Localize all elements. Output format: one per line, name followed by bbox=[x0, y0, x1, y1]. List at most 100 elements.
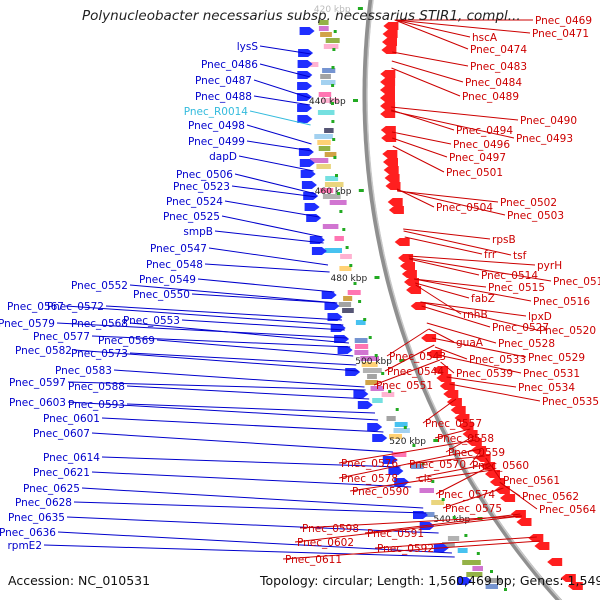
gene-label: Pnec_0483 bbox=[470, 61, 527, 73]
leader-line bbox=[392, 145, 445, 173]
forward-gene-arrow bbox=[334, 335, 350, 343]
gene-band bbox=[334, 236, 344, 241]
gene-label: guaA bbox=[456, 337, 484, 349]
leader-line bbox=[373, 359, 441, 386]
leader-line bbox=[485, 457, 502, 481]
leader-line bbox=[420, 301, 527, 317]
minor-tick bbox=[504, 588, 507, 591]
gene-band bbox=[325, 176, 339, 181]
leader-line bbox=[67, 381, 366, 391]
ruler-tick bbox=[353, 99, 358, 102]
reverse-gene-arrow bbox=[528, 534, 544, 542]
gene-label: Pnec_0558 bbox=[437, 433, 494, 445]
gene-label: Pnec_0621 bbox=[33, 467, 90, 479]
leader-line bbox=[431, 337, 527, 358]
forward-gene-arrow bbox=[299, 159, 315, 167]
gene-label: Pnec_0601 bbox=[43, 413, 100, 425]
gene-band bbox=[372, 398, 383, 403]
gene-label: Pnec_0561 bbox=[503, 475, 560, 487]
gene-band bbox=[447, 536, 460, 541]
forward-gene-arrow bbox=[300, 170, 316, 178]
leader-line bbox=[349, 469, 493, 492]
gene-band bbox=[485, 584, 498, 589]
reverse-gene-arrow bbox=[380, 70, 396, 78]
leader-line bbox=[224, 200, 320, 218]
leader-line bbox=[238, 155, 314, 172]
leader-line bbox=[391, 106, 519, 121]
gene-label: Pnec_0524 bbox=[166, 196, 223, 208]
reverse-gene-arrow bbox=[380, 78, 396, 86]
leader-line bbox=[397, 190, 499, 203]
gene-label: Pnec_0551 bbox=[376, 380, 433, 392]
gene-label: Pnec_0529 bbox=[528, 352, 585, 364]
leader-line bbox=[73, 349, 359, 372]
reverse-gene-arrow bbox=[480, 462, 496, 470]
gene-label: Pnec_0569 bbox=[98, 335, 155, 347]
gene-band bbox=[319, 188, 334, 193]
leader-line bbox=[65, 305, 344, 326]
gene-band bbox=[362, 368, 382, 373]
leader-line bbox=[246, 124, 312, 145]
gene-label: Pnec_0474 bbox=[470, 44, 527, 56]
minor-tick bbox=[332, 48, 336, 51]
gene-band bbox=[325, 38, 340, 43]
ruler-tick-label: 520 kbp bbox=[389, 437, 426, 447]
forward-gene-arrow bbox=[382, 456, 398, 464]
minor-tick bbox=[476, 552, 480, 555]
ruler-tick-label: 500 kbp bbox=[355, 357, 392, 367]
gene-band bbox=[419, 488, 434, 493]
gene-band bbox=[322, 194, 341, 199]
gene-label: Pnec_0582 bbox=[15, 345, 72, 357]
gene-label: lpxD bbox=[528, 311, 552, 323]
gene-label: Pnec_0525 bbox=[163, 211, 220, 223]
reverse-gene-arrow bbox=[547, 558, 563, 566]
minor-tick bbox=[331, 66, 335, 69]
gene-label: cls bbox=[418, 473, 432, 485]
gene-label: Pnec_0499 bbox=[188, 136, 245, 148]
gene-label: Pnec_0489 bbox=[462, 91, 519, 103]
minor-tick bbox=[333, 156, 337, 159]
ruler-tick bbox=[374, 276, 380, 279]
gene-label: Pnec_0575 bbox=[445, 503, 502, 515]
leader-line bbox=[253, 95, 311, 106]
gene-label: Pnec_0611 bbox=[285, 554, 342, 566]
gene-label: Pnec_0591 bbox=[367, 528, 424, 540]
ruler-tick bbox=[357, 7, 363, 10]
gene-band bbox=[343, 296, 353, 301]
leader-line bbox=[181, 319, 345, 331]
gene-label: Pnec_0512 bbox=[553, 276, 600, 288]
forward-gene-arrow bbox=[345, 368, 361, 376]
leader-line bbox=[197, 278, 335, 293]
gene-label: Pnec_0564 bbox=[539, 504, 596, 516]
gene-label: Pnec_0592 bbox=[377, 543, 434, 555]
gene-label: Pnec_0550 bbox=[133, 289, 190, 301]
reverse-gene-arrow bbox=[380, 94, 395, 102]
ruler-tick bbox=[433, 439, 439, 442]
gene-label: Pnec_0506 bbox=[176, 169, 233, 181]
gene-band bbox=[314, 134, 333, 139]
leader-line bbox=[408, 255, 536, 266]
gene-label: smpB bbox=[183, 226, 213, 238]
forward-gene-arrow bbox=[337, 346, 353, 354]
gene-label: Pnec_0636 bbox=[0, 527, 56, 539]
gene-label: Pnec_0625 bbox=[23, 483, 80, 495]
leader-line bbox=[396, 189, 506, 216]
gene-band bbox=[410, 464, 424, 469]
leader-line bbox=[435, 465, 491, 495]
gene-band bbox=[342, 308, 354, 313]
gene-band bbox=[308, 62, 319, 67]
reverse-gene-arrow bbox=[385, 182, 401, 190]
leader-line bbox=[338, 439, 477, 464]
leader-line bbox=[394, 19, 471, 38]
leader-line bbox=[403, 228, 491, 240]
reverse-gene-arrow bbox=[382, 30, 398, 38]
leader-line bbox=[129, 284, 338, 304]
forward-gene-arrow bbox=[306, 214, 322, 222]
minor-tick bbox=[368, 336, 372, 339]
leader-line bbox=[338, 448, 481, 479]
gene-band bbox=[324, 152, 337, 157]
gene-label: Pnec_0488 bbox=[195, 91, 252, 103]
leader-line bbox=[73, 501, 427, 514]
forward-gene-arrow bbox=[372, 434, 388, 442]
